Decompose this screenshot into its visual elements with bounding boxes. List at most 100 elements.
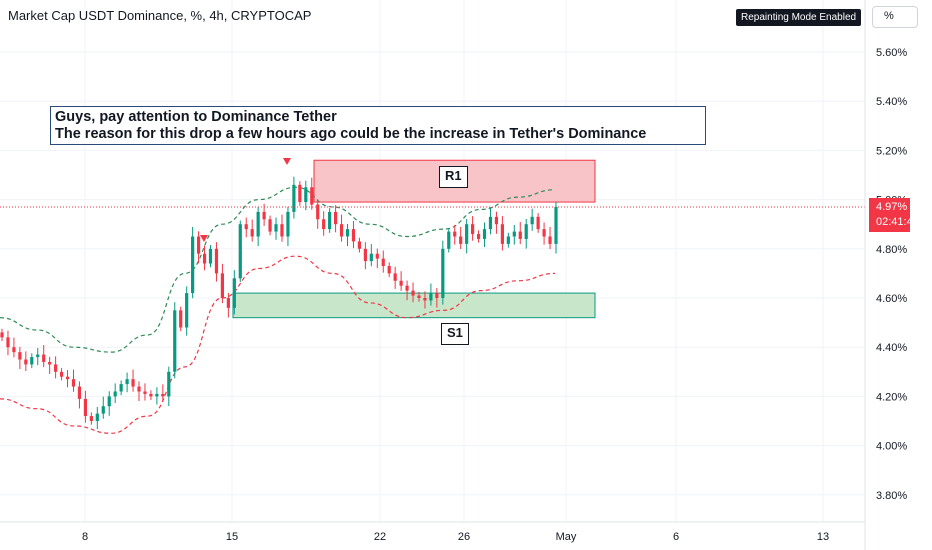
candle-body bbox=[357, 241, 362, 249]
candle-body bbox=[465, 224, 469, 244]
candle-body bbox=[304, 187, 308, 203]
candle-body bbox=[30, 357, 34, 365]
candle-body bbox=[405, 285, 409, 291]
sell-signal-marker bbox=[200, 235, 208, 242]
candle-body bbox=[244, 224, 248, 230]
symbol-title: Market Cap USDT Dominance, %, 4h, CRYPTO… bbox=[8, 8, 312, 23]
candle-body bbox=[77, 386, 82, 399]
candle-body bbox=[375, 253, 379, 259]
candle-body bbox=[202, 253, 207, 264]
candle-body bbox=[494, 216, 499, 225]
candle-body bbox=[328, 211, 332, 230]
envelope-bands bbox=[0, 186, 556, 434]
candle-body bbox=[59, 371, 64, 377]
candle-body bbox=[65, 376, 70, 380]
x-tick-label: 13 bbox=[817, 531, 829, 543]
candle-body bbox=[447, 231, 451, 249]
candle-body bbox=[268, 219, 272, 232]
candle-body bbox=[441, 248, 445, 298]
repainting-mode-badge[interactable]: Repainting Mode Enabled bbox=[736, 9, 862, 26]
candle-body bbox=[214, 248, 219, 274]
candle-body bbox=[512, 231, 516, 237]
x-tick-label: 26 bbox=[458, 531, 470, 543]
last-price-value: 4.97% bbox=[876, 201, 908, 213]
candle-body bbox=[256, 211, 260, 237]
candle-body bbox=[316, 204, 320, 220]
sell-signal-marker bbox=[283, 158, 291, 165]
chart-annotation-note[interactable]: Guys, pay attention to Dominance Tether … bbox=[50, 106, 706, 145]
percent-scale-button[interactable]: % bbox=[872, 6, 918, 28]
candle-body bbox=[191, 236, 195, 294]
annotation-line-2: The reason for this drop a few hours ago… bbox=[55, 126, 647, 142]
y-tick-label: 5.60% bbox=[876, 47, 907, 59]
candle-body bbox=[292, 184, 296, 212]
y-tick-label: 5.20% bbox=[876, 145, 907, 157]
candle-body bbox=[220, 273, 225, 298]
candle-body bbox=[24, 359, 28, 365]
candle-body bbox=[36, 354, 40, 358]
candle-body bbox=[345, 229, 350, 237]
r1-label: R1 bbox=[439, 166, 468, 188]
candle-body bbox=[274, 224, 278, 232]
candle-body bbox=[125, 379, 129, 385]
candle-body bbox=[232, 278, 236, 308]
candle-body bbox=[310, 187, 314, 205]
candle-body bbox=[369, 253, 373, 262]
candle-body bbox=[339, 224, 344, 237]
candle-body bbox=[423, 298, 427, 301]
bar-countdown: 02:41:47 bbox=[876, 216, 919, 228]
candle-body bbox=[161, 393, 165, 397]
y-tick-label: 4.20% bbox=[876, 391, 907, 403]
y-tick-label: 4.80% bbox=[876, 244, 907, 256]
candle-body bbox=[18, 352, 22, 360]
candle-body bbox=[387, 266, 391, 274]
candle-body bbox=[196, 236, 201, 254]
y-tick-label: 4.60% bbox=[876, 293, 907, 305]
candle-body bbox=[363, 248, 367, 262]
candle-body bbox=[54, 364, 58, 372]
candle-body bbox=[286, 211, 290, 237]
candle-body bbox=[95, 413, 99, 421]
candle-body bbox=[542, 229, 546, 237]
candle-body bbox=[12, 347, 16, 353]
candle-body bbox=[119, 384, 123, 392]
candle-body bbox=[417, 295, 421, 298]
candle-body bbox=[554, 206, 558, 244]
last-price-tag: 4.97% 02:41:47 bbox=[869, 198, 919, 232]
candle-body bbox=[524, 224, 528, 239]
support-zone-s1 bbox=[232, 292, 596, 319]
grid-lines bbox=[0, 0, 865, 522]
candle-body bbox=[167, 371, 171, 397]
x-tick-label: 6 bbox=[673, 531, 679, 543]
price-axis: 3.80%4.00%4.20%4.40%4.60%4.80%5.00%5.20%… bbox=[864, 0, 907, 550]
candle-body bbox=[459, 236, 463, 244]
x-tick-label: 22 bbox=[374, 531, 386, 543]
annotation-line-1: Guys, pay attention to Dominance Tether bbox=[55, 109, 337, 125]
y-tick-label: 3.80% bbox=[876, 490, 907, 502]
candle-body bbox=[83, 398, 87, 417]
candle-body bbox=[298, 184, 302, 203]
candle-body bbox=[238, 224, 242, 279]
candle-body bbox=[411, 290, 415, 296]
candle-body bbox=[488, 216, 493, 230]
signal-markers bbox=[200, 158, 291, 242]
candle-body bbox=[536, 216, 540, 230]
candle-body bbox=[399, 280, 403, 286]
candle-body bbox=[179, 310, 183, 328]
candle-body bbox=[89, 416, 93, 421]
candle-body bbox=[333, 211, 338, 225]
y-tick-label: 5.40% bbox=[876, 96, 907, 108]
candle-body bbox=[518, 231, 522, 239]
candle-body bbox=[351, 229, 356, 242]
candle-body bbox=[107, 396, 111, 407]
upper-band bbox=[0, 186, 556, 353]
candle-body bbox=[322, 219, 326, 230]
candle-body bbox=[173, 310, 177, 372]
candle-body bbox=[185, 293, 189, 328]
candle-body bbox=[143, 391, 147, 394]
candle-body bbox=[0, 332, 4, 338]
candle-body bbox=[381, 258, 385, 267]
lower-band bbox=[0, 255, 556, 434]
candle-body bbox=[393, 273, 397, 281]
